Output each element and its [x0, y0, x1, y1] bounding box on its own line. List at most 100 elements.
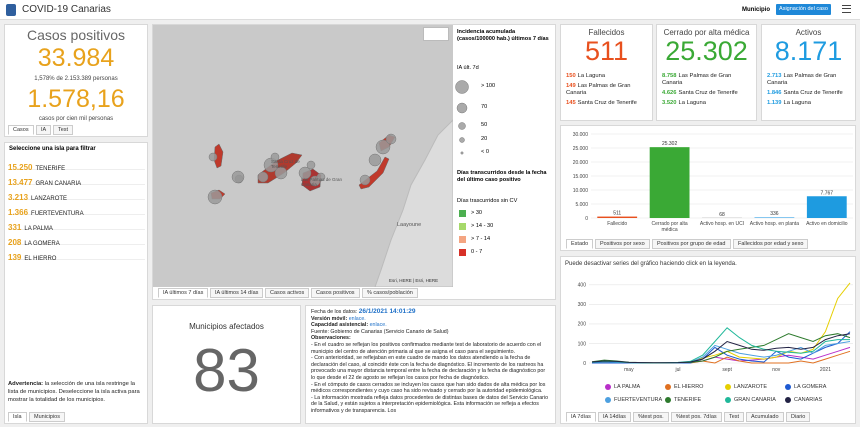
card-item[interactable]: 1.846 Santa Cruz de Tenerife: [767, 90, 848, 97]
legend-label[interactable]: LA PALMA: [614, 384, 641, 390]
observation: - Con anterioridad, se reflejaban en est…: [311, 355, 546, 381]
item-name: La Laguna: [577, 73, 606, 79]
y-tick-label: 100: [578, 341, 587, 347]
tab[interactable]: IA: [36, 125, 52, 135]
island-name: LA GOMERA: [24, 241, 60, 247]
legend-swatch[interactable]: [605, 384, 611, 390]
tab[interactable]: Acumulado: [746, 412, 784, 422]
map-label: Santa Cruz de Tenerife: [271, 159, 300, 169]
map-panel: Incidencia acumulada (casos/100000 hab.)…: [152, 24, 556, 300]
tab[interactable]: Casos activos: [265, 288, 310, 298]
tab[interactable]: Test: [53, 125, 74, 135]
legend-swatch[interactable]: [785, 384, 791, 390]
card-item[interactable]: 8.758 Las Palmas de Gran Canaria: [662, 73, 749, 87]
x-tick-label: Activo en domicilio: [806, 221, 848, 227]
observation: - En el cómputo de casos cerrados se inc…: [311, 381, 546, 395]
legend-title: Días transcurridos desde la fecha del úl…: [457, 170, 547, 183]
x-tick-label: Fallecido: [607, 221, 628, 227]
tab[interactable]: Diario: [786, 412, 811, 422]
attribution: Esri, HERE | Esri, HERE: [389, 278, 439, 283]
label: Capacidad asistencial:: [311, 322, 369, 329]
status-panel: 0 5.000 10.000 15.000 20.000 25.000 30.000 511 2…: [560, 125, 856, 251]
island-item[interactable]: 1.366 FUERTEVENTURA: [8, 202, 145, 217]
card-item[interactable]: 3.520 La Laguna: [662, 100, 749, 107]
app-title: COVID-19 Canarias: [22, 4, 111, 15]
island-count: 3.213: [8, 193, 29, 202]
tab[interactable]: Positivos por sexo: [595, 239, 650, 249]
island-item[interactable]: 13.477 GRAN CANARIA: [8, 172, 145, 187]
card-item[interactable]: 149 Las Palmas de Gran Canaria: [566, 83, 645, 97]
notes-observations-title: Observaciones:: [311, 335, 351, 342]
legend-label[interactable]: GRAN CANARIA: [734, 397, 776, 403]
value-label: 336: [770, 211, 779, 217]
tab[interactable]: IA últimos 14 días: [210, 288, 264, 298]
x-tick-label: Cerrado por alta médica: [651, 221, 688, 233]
tab[interactable]: Fallecidos por edad y sexo: [733, 239, 809, 249]
legend-label[interactable]: FUERTEVENTURA: [614, 397, 663, 403]
link[interactable]: enlace.: [369, 322, 387, 329]
legend-swatch: [459, 223, 466, 230]
incidence-circles: [207, 133, 397, 205]
legend-label[interactable]: LANZAROTE: [734, 384, 768, 390]
tab[interactable]: Isla: [8, 412, 27, 422]
card-title: Activos: [795, 28, 822, 37]
legend-title: Incidencia acumulada (casos/100000 hab.)…: [457, 29, 549, 42]
map-tools[interactable]: [423, 27, 449, 41]
card-item[interactable]: 2.713 Las Palmas de Gran Canaria: [767, 73, 848, 87]
tab[interactable]: Test: [724, 412, 745, 422]
filter-label: Municipio: [742, 7, 770, 13]
bar: [649, 147, 690, 218]
tab[interactable]: %test pos. 7días: [671, 412, 722, 422]
observation: - La información mostrada refleja datos …: [311, 394, 549, 414]
x-tick-label: 2021: [820, 367, 831, 373]
legend-label[interactable]: TENERIFE: [674, 397, 702, 403]
warning-text: la selección de una isla restringe la li…: [8, 381, 140, 403]
item-name: Santa Cruz de Tenerife: [577, 100, 637, 106]
legend-swatch[interactable]: [665, 397, 671, 403]
item-name: Las Palmas de Gran Canaria: [767, 73, 837, 86]
card-item[interactable]: 4.626 Santa Cruz de Tenerife: [662, 90, 749, 97]
island-item[interactable]: 331 LA PALMA: [8, 217, 145, 232]
tab[interactable]: Casos positivos: [311, 288, 360, 298]
link[interactable]: enlace.: [348, 315, 366, 322]
tab[interactable]: %test pos.: [633, 412, 669, 422]
tab[interactable]: IA 14días: [598, 412, 631, 422]
legend-swatch[interactable]: [725, 384, 731, 390]
island-item[interactable]: 139 EL HIERRO: [8, 247, 145, 262]
y-tick-label: 25.000: [573, 146, 589, 152]
tab[interactable]: IA 7días: [566, 412, 596, 422]
notes-capacity: Capacidad asistencial: enlace.: [311, 322, 550, 329]
y-tick-label: 10.000: [573, 188, 589, 194]
legend-label[interactable]: LA GOMERA: [794, 384, 827, 390]
tab[interactable]: Casos: [8, 125, 34, 135]
tab[interactable]: Municipios: [29, 412, 65, 422]
observation: - En el cuadro se reflejan los positivos…: [311, 341, 542, 355]
island-item[interactable]: 3.213 LANZAROTE: [8, 187, 145, 202]
island-item[interactable]: 208 LA GOMERA: [8, 232, 145, 247]
legend-size-label: 70: [481, 104, 488, 110]
card-value: 25.302: [665, 36, 748, 66]
y-tick-label: 300: [578, 302, 587, 308]
legend-swatch[interactable]: [665, 384, 671, 390]
legend-swatch[interactable]: [785, 397, 791, 403]
case-rate: 1.578,16: [27, 85, 125, 113]
legend-label[interactable]: EL HIERRO: [674, 384, 704, 390]
tab[interactable]: % casos/población: [362, 288, 418, 298]
item-count: 145: [566, 100, 576, 106]
card-item[interactable]: 150 La Laguna: [566, 73, 645, 80]
tab[interactable]: IA últimos 7 días: [158, 288, 209, 298]
warning-label: Advertencia:: [8, 381, 44, 387]
island-name: FUERTEVENTURA: [31, 211, 84, 217]
tab[interactable]: Positivos por grupo de edad: [652, 239, 731, 249]
card-value: 8.171: [774, 36, 843, 66]
legend-label[interactable]: CANARIAS: [794, 397, 823, 403]
card-item[interactable]: 145 Santa Cruz de Tenerife: [566, 100, 645, 107]
island-item[interactable]: 15.250 TENERIFE: [8, 157, 145, 172]
card-item[interactable]: 1.139 La Laguna: [767, 100, 848, 107]
tab[interactable]: Estado: [566, 239, 594, 249]
legend-swatch[interactable]: [725, 397, 731, 403]
legend-swatch[interactable]: [605, 397, 611, 403]
assign-button[interactable]: Asignación del caso: [776, 4, 831, 15]
menu-icon[interactable]: [842, 5, 851, 13]
